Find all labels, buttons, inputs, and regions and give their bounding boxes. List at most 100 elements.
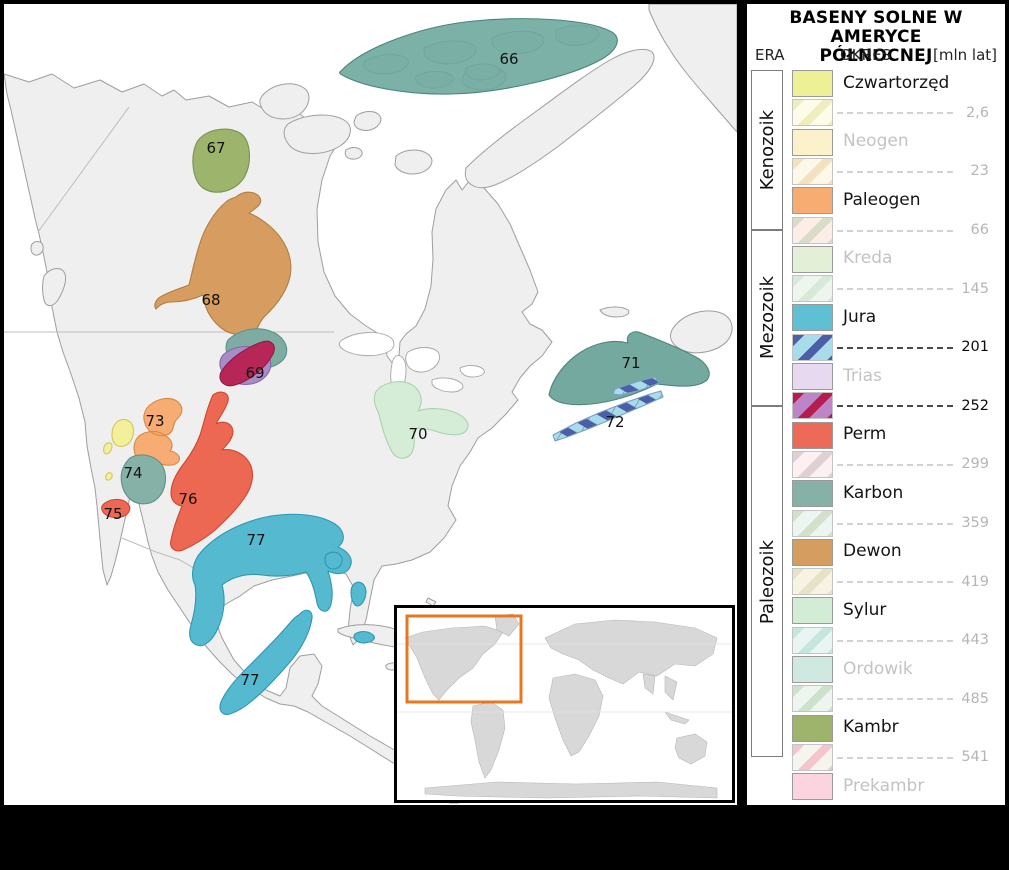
banks-island: [259, 83, 310, 120]
world-south-america: [470, 701, 506, 779]
boundary-age-value: 485: [961, 690, 989, 707]
legend-swatch: [792, 509, 833, 537]
legend-period-label: Kreda: [843, 248, 893, 269]
legend-period-row-Dewon: Dewon: [747, 538, 1005, 566]
world-india: [642, 673, 656, 695]
legend-swatch: [792, 714, 833, 742]
boundary-dashed-line: [837, 405, 953, 408]
boundary-age-value: 252: [961, 397, 989, 414]
legend-period-label: Ordowik: [843, 658, 913, 679]
legend-boundary-row-252: 252: [747, 392, 1005, 420]
legend-swatch: [792, 333, 833, 361]
lake-erie: [431, 377, 464, 393]
anticosti-island: [599, 306, 630, 318]
boundary-dashed-line: [837, 346, 953, 349]
basin-69-perm-trias-layer: [219, 340, 275, 387]
legend-period-label: Dewon: [843, 541, 902, 562]
legend-period-label: Perm: [843, 424, 887, 445]
boundary-age-value: 299: [961, 456, 989, 473]
world-africa: [548, 673, 604, 757]
southampton-island: [394, 149, 433, 175]
inset-extent-rectangle: [405, 614, 523, 704]
boundary-dashed-line: [837, 581, 953, 584]
legend-rows: Czwartorzęd 2,6 Neogen 23 Paleogen 66 Kreda 145…: [747, 70, 1005, 803]
legend-swatch: [792, 70, 833, 97]
world-australia: [674, 733, 708, 765]
boundary-age-value: 2,6: [965, 104, 989, 121]
legend-panel: BASENY SOLNE W AMERYCE PÓŁNOCNEJ ERA OKR…: [747, 4, 1005, 805]
king-william-island: [344, 147, 363, 160]
legend-boundary-row-66: 66: [747, 216, 1005, 244]
baffin-island: [464, 48, 655, 189]
boundary-dashed-line: [837, 639, 953, 642]
inset-world-map: [394, 605, 735, 803]
legend-swatch: [792, 538, 833, 566]
legend-period-label: Czwartorzęd: [843, 72, 950, 93]
legend-period-label: Neogen: [843, 131, 909, 152]
legend-swatch: [792, 157, 833, 185]
legend-swatch: [792, 773, 833, 801]
boundary-dashed-line: [837, 229, 953, 232]
legend-period-row-Sylur: Sylur: [747, 597, 1005, 625]
basin-71-maritimes: [548, 331, 710, 406]
basin-75: [101, 498, 131, 519]
legend-period-row-Kambr: Kambr: [747, 714, 1005, 742]
legend-swatch: [792, 450, 833, 478]
main-map: 66 67 68 69 70 71 72 73 74 75 76 77 77: [4, 4, 737, 805]
legend-swatch: [792, 597, 833, 625]
basin-68-elk-point: [154, 191, 292, 344]
era-box-mezozoik: Mezozoik: [751, 230, 783, 406]
world-indochina: [664, 675, 678, 701]
world-greenland: [494, 613, 520, 637]
era-box-kenozoik: Kenozoik: [751, 70, 783, 230]
legend-boundary-row-485: 485: [747, 685, 1005, 713]
boundary-dashed-line: [837, 112, 953, 115]
haida-gwaii: [30, 241, 44, 256]
boundary-dashed-line: [837, 522, 953, 525]
legend-swatch: [792, 392, 833, 420]
legend-swatch: [792, 685, 833, 713]
boundary-dashed-line: [837, 756, 953, 759]
world-north-america: [404, 625, 504, 701]
world-antarctica: [424, 781, 718, 799]
legend-title-line1: BASENY SOLNE W AMERYCE: [789, 8, 963, 48]
boundary-age-value: 201: [961, 339, 989, 356]
column-header-era: ERA: [755, 46, 785, 64]
boundary-age-value: 443: [961, 632, 989, 649]
legend-boundary-row-2,6: 2,6: [747, 99, 1005, 127]
legend-swatch: [792, 216, 833, 244]
legend-swatch: [792, 187, 833, 215]
boundary-age-value: 66: [970, 222, 989, 238]
legend-period-label: Karbon: [843, 482, 904, 503]
great-lakes: [338, 332, 485, 395]
legend-period-label: Prekambr: [843, 775, 925, 796]
boundary-dashed-line: [837, 170, 953, 173]
legend-period-label: Paleogen: [843, 189, 921, 210]
legend-swatch: [792, 275, 833, 303]
legend-period-row-Neogen: Neogen: [747, 128, 1005, 156]
legend-swatch: [792, 99, 833, 127]
legend-swatch: [792, 656, 833, 683]
column-header-age-unit: [mln lat]: [933, 46, 997, 64]
legend-period-label: Jura: [843, 307, 877, 328]
column-header-period: OKRES: [840, 46, 892, 64]
legend-swatch: [792, 743, 833, 771]
legend-swatch: [792, 480, 833, 508]
basin-67: [192, 128, 250, 193]
legend-swatch: [792, 421, 833, 449]
basin-73-paleogen: [133, 397, 183, 466]
legend-period-row-Perm: Perm: [747, 421, 1005, 449]
legend-swatch: [792, 626, 833, 654]
czwartorzed-blobs: [103, 418, 135, 481]
legend-period-row-Czwartorzęd: Czwartorzęd: [747, 70, 1005, 97]
boundary-dashed-line: [837, 698, 953, 701]
legend-period-row-Jura: Jura: [747, 304, 1005, 332]
legend-swatch: [792, 363, 833, 390]
bc-alaska-border: [37, 106, 130, 233]
legend-title: BASENY SOLNE W AMERYCE PÓŁNOCNEJ: [747, 8, 1005, 66]
lake-superior: [338, 332, 395, 357]
legend-boundary-row-541: 541: [747, 743, 1005, 771]
basin-66-sverdrup: [339, 18, 618, 95]
legend-period-row-Prekambr: Prekambr: [747, 773, 1005, 801]
boundary-age-value: 419: [961, 573, 989, 590]
